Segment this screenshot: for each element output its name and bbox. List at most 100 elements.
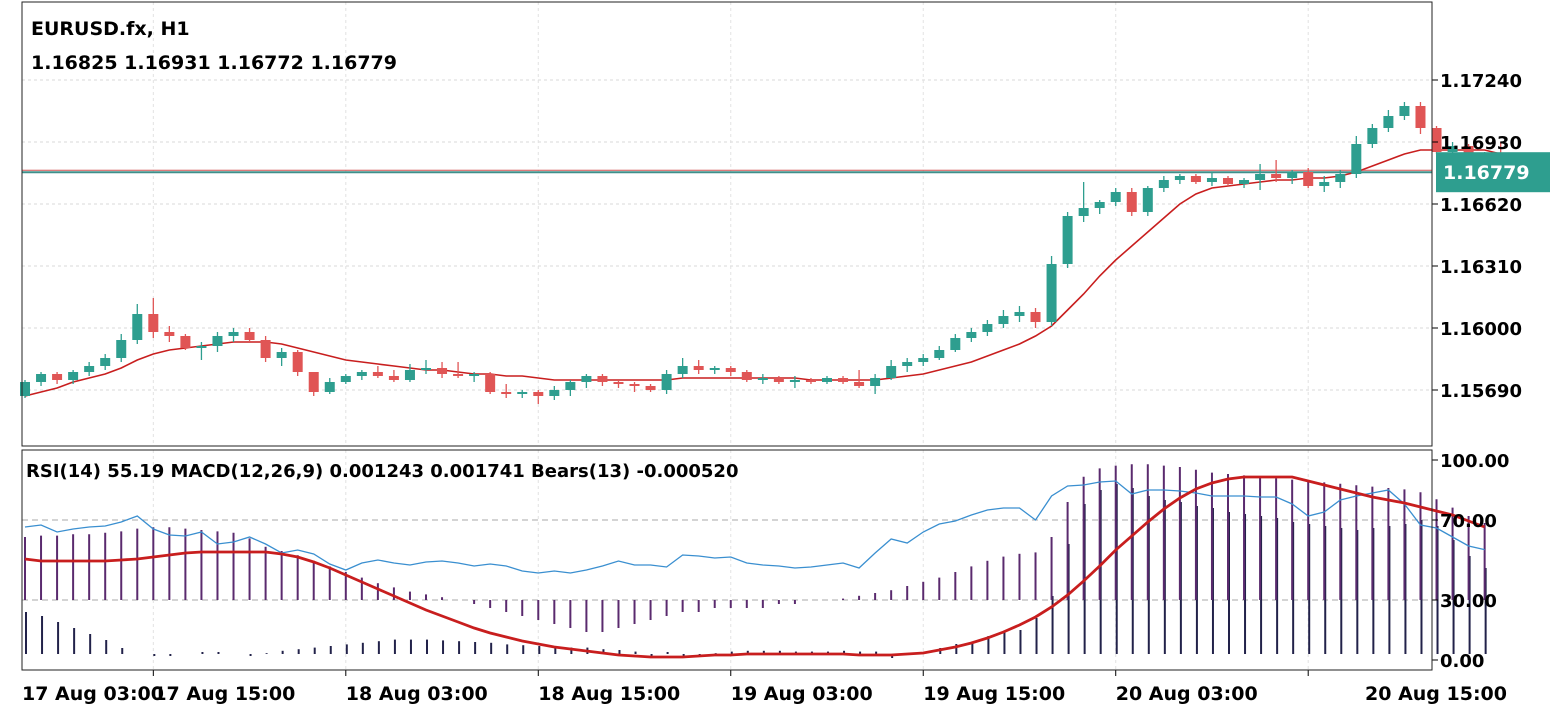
bear-candle [838, 376, 849, 384]
bull-candle [950, 334, 961, 352]
bear-candle [805, 378, 816, 384]
current-price-tag: 1.16779 [1436, 152, 1550, 193]
time-tick-label: 20 Aug 15:00 [1365, 683, 1507, 705]
bear-candle [292, 350, 303, 376]
bear-candle [180, 334, 191, 350]
bull-candle [100, 354, 111, 370]
current-price-tag-label: 1.16779 [1443, 162, 1530, 184]
candle-body [1303, 172, 1314, 186]
candle-body [1239, 180, 1250, 184]
bear-candle [725, 366, 736, 376]
price-tick-label: 1.16930 [1440, 133, 1522, 154]
bull-candle [789, 376, 800, 388]
current-price-tag-bg [1436, 152, 1550, 193]
candle-body [501, 392, 512, 394]
candle-body [1046, 264, 1057, 322]
price-tick-label: 1.16310 [1440, 257, 1522, 278]
bull-candle [1174, 174, 1185, 184]
candle-body [629, 384, 640, 386]
bull-candle [517, 390, 528, 398]
moving-average-layer [24, 149, 1501, 397]
candle-body [1014, 312, 1025, 316]
price-tick-label: 1.16620 [1440, 195, 1522, 216]
bull-candle [340, 374, 351, 384]
symbol-title: EURUSD.fx, H1 [31, 18, 190, 40]
bull-candle [982, 320, 993, 336]
candle-body [132, 314, 143, 340]
candle-body [20, 382, 30, 396]
bull-candle [1287, 170, 1298, 184]
panel-frames [21, 1, 1433, 671]
bull-candle [1383, 110, 1394, 132]
macd-histogram [24, 464, 1486, 632]
bear-candle [1126, 188, 1137, 216]
candle-body [356, 372, 367, 376]
candle-body [180, 336, 191, 348]
candle-body [372, 372, 383, 376]
candle-body [84, 366, 95, 372]
candle-body [1142, 188, 1153, 212]
bull-candle [677, 358, 688, 378]
bull-candle [421, 360, 431, 374]
bear-candle [1415, 102, 1426, 134]
bear-candle [1303, 168, 1314, 188]
bear-candle [597, 374, 608, 386]
rsi-line [24, 480, 1485, 574]
candle-body [324, 382, 335, 392]
candle-body [1062, 216, 1073, 264]
candle-body [1447, 146, 1458, 152]
ohlc-values: 1.16825 1.16931 1.16772 1.16779 [31, 52, 398, 74]
bull-candle [661, 370, 672, 394]
bear-candle [260, 336, 271, 362]
candle-body [709, 368, 720, 370]
bull-candle [356, 370, 367, 380]
bull-candle [709, 366, 720, 374]
bull-candle [132, 304, 143, 344]
bull-candle [581, 374, 592, 388]
bull-candle [1142, 186, 1153, 216]
candle-body [870, 378, 881, 386]
candle-body [1078, 208, 1089, 216]
candle-body [757, 378, 768, 380]
candle-body [902, 362, 913, 366]
time-tick-label: 17 Aug 15:00 [153, 683, 295, 705]
bull-candle [228, 328, 239, 342]
candle-body [581, 376, 592, 382]
bull-candle [324, 378, 335, 394]
candle-body [998, 316, 1009, 324]
bull-candle [404, 364, 415, 382]
candle-body [308, 372, 319, 392]
bear-candle [1431, 126, 1442, 154]
indicator-tick-label: 70.00 [1440, 511, 1497, 532]
bull-candle [1239, 178, 1250, 188]
bull-candle [757, 374, 768, 384]
bear-candle [1223, 176, 1233, 186]
candle-body [276, 352, 287, 358]
candle-body [1094, 202, 1105, 208]
bear-candle [1190, 174, 1201, 184]
candle-body [1399, 106, 1410, 116]
candle-body [1351, 144, 1362, 174]
candle-body [437, 368, 448, 374]
candle-body [52, 374, 63, 380]
candle-body [228, 332, 239, 336]
candle-body [645, 386, 656, 390]
candle-body [421, 368, 431, 370]
bear-candle [501, 384, 512, 398]
bull-candle [886, 360, 897, 380]
bull-candle [549, 386, 560, 400]
bear-candle [741, 370, 752, 382]
bull-candle [1319, 176, 1330, 192]
candle-body [164, 332, 175, 336]
candle-body [1223, 178, 1233, 184]
candle-body [677, 366, 688, 374]
candle-body [1367, 128, 1378, 144]
bear-candle [613, 380, 624, 388]
candle-body [1190, 176, 1201, 182]
bear-candle [453, 362, 464, 378]
bull-candle [1078, 182, 1089, 222]
bull-candle [1255, 164, 1266, 190]
bull-candle [36, 372, 47, 386]
bull-candle [1110, 188, 1121, 206]
bear-candle [1030, 308, 1041, 328]
